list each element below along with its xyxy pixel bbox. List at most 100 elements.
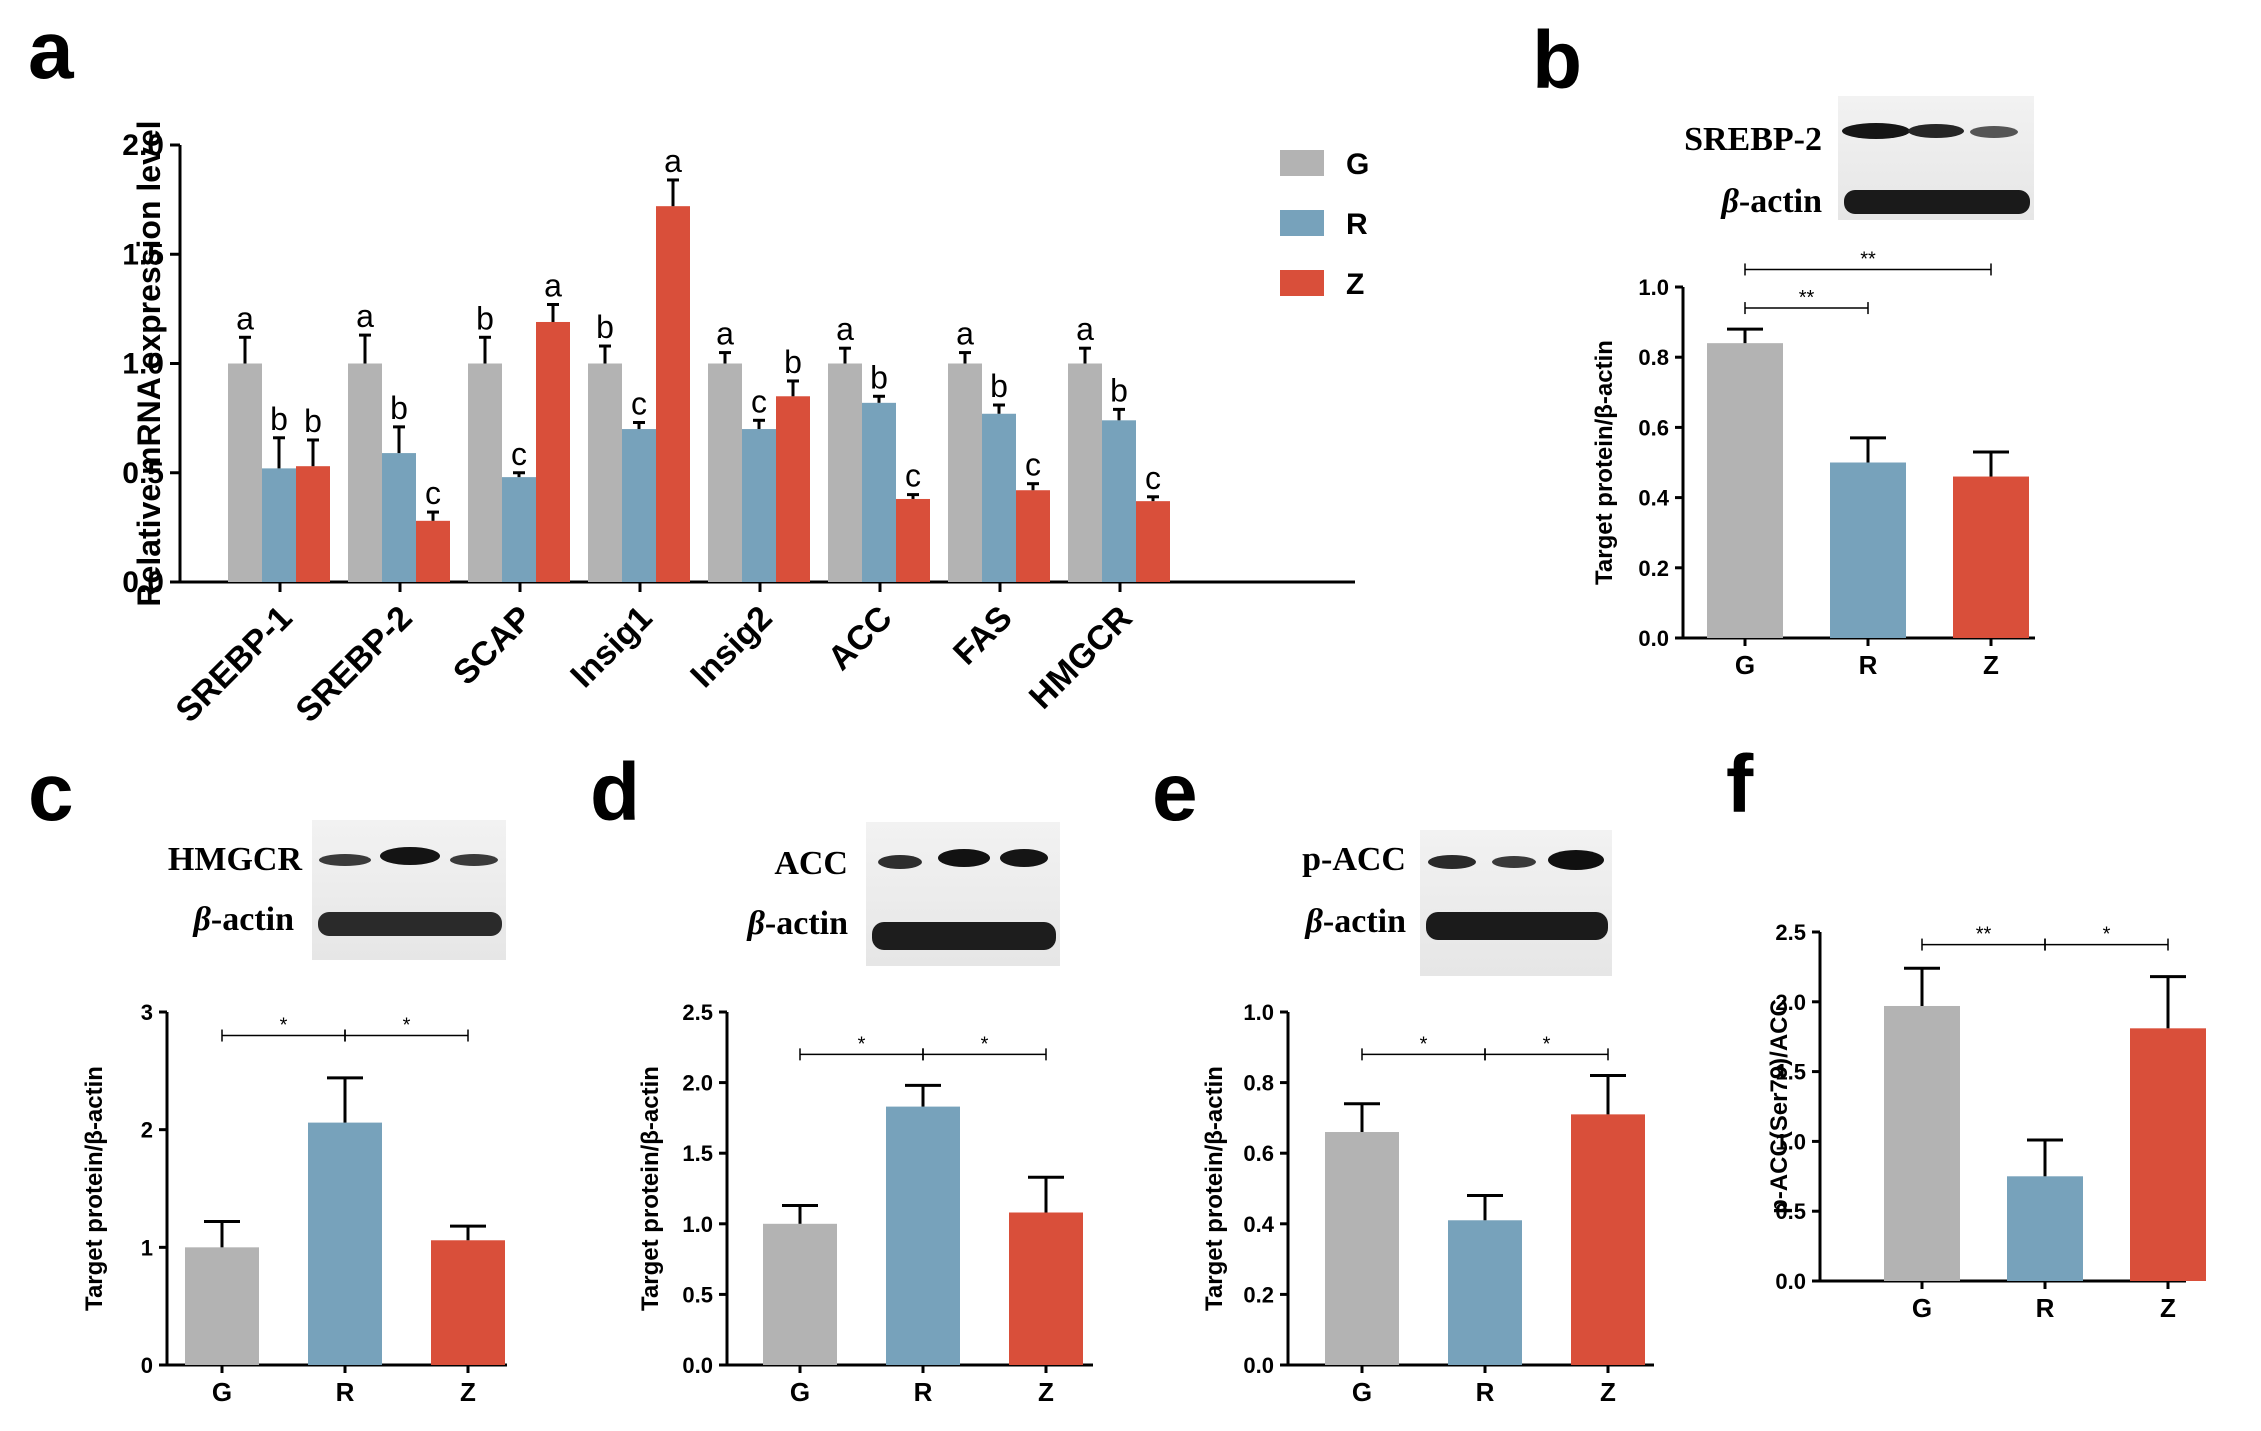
chart-c-significance-stars: *	[403, 1015, 411, 1037]
chart-d-ytick-label: 0.0	[682, 1353, 713, 1378]
blot-d-band-target-R	[938, 849, 990, 867]
chart-f-bar-R	[2007, 1176, 2083, 1281]
blot-d-ref-greek: β	[745, 905, 765, 942]
chart-a-significance-letter: a	[236, 300, 254, 336]
chart-a-ytick-label: 2.0	[122, 129, 164, 162]
chart-e-ytick-label: 0.2	[1243, 1282, 1274, 1307]
chart-a-significance-letter: b	[990, 368, 1008, 404]
chart-f-ytick-label: 2.5	[1775, 920, 1806, 945]
blot-c: HMGCR β-actin	[168, 820, 506, 960]
chart-f-significance-stars: *	[2103, 924, 2111, 946]
chart-f-significance-stars: **	[1976, 924, 1992, 946]
chart-a-significance-letter: c	[511, 436, 527, 472]
chart-d-ytick-label: 2.5	[682, 1000, 713, 1025]
chart-e-bar-R	[1448, 1220, 1522, 1365]
chart-c-bar-Z	[431, 1240, 505, 1365]
chart-d-bar-Z	[1009, 1212, 1083, 1365]
blot-e-band-target-G	[1428, 855, 1476, 869]
blot-b-band-target-R	[1908, 124, 1964, 138]
chart-f-ytick-label: 2.0	[1775, 990, 1806, 1015]
chart-c-y-axis-label: Target protein/β-actin	[81, 1066, 108, 1311]
chart-c-ytick-label: 1	[141, 1235, 153, 1260]
chart-f-ytick-label: 0.0	[1775, 1269, 1806, 1294]
blot-d-band-ref	[872, 922, 1056, 950]
chart-c-category-label: Z	[460, 1377, 476, 1407]
blot-d-ref-label: β-actin	[745, 905, 848, 942]
panel-letter-c: c	[28, 747, 74, 838]
chart-a-legend-label-G: G	[1346, 148, 1369, 181]
chart-a-category-label: SCAP	[446, 599, 540, 693]
blot-e-ref-greek: β	[1303, 903, 1323, 940]
blot-d-target-label: ACC	[774, 845, 848, 882]
chart-a-significance-letter: b	[270, 401, 288, 437]
chart-c-significance-stars: *	[280, 1015, 288, 1037]
chart-a-significance-letter: b	[304, 403, 322, 439]
chart-a-bar-Z-ACC	[896, 498, 930, 582]
chart-b-y-axis-label: Target protein/β-actin	[1591, 340, 1618, 585]
chart-a-bar-G-Insig1	[588, 363, 622, 582]
chart-c-ytick-label: 2	[141, 1118, 153, 1143]
chart-d-ytick-label: 2.0	[682, 1071, 713, 1096]
chart-a-significance-letter: b	[596, 309, 614, 345]
blot-c-ref-greek: β	[191, 901, 211, 938]
chart-a-significance-letter: c	[425, 475, 441, 511]
chart-b-ytick-label: 0.8	[1638, 345, 1669, 370]
chart-a-legend-swatch-Z	[1280, 270, 1324, 296]
chart-a-significance-letter: a	[836, 311, 854, 347]
blot-c-band-ref	[318, 912, 502, 936]
chart-f-ytick-label: 1.0	[1775, 1129, 1806, 1154]
blot-d-band-target-G	[878, 855, 922, 869]
chart-a-category-label: Insig1	[563, 599, 659, 695]
blot-e-band-target-Z	[1548, 850, 1604, 870]
blot-d-ref-text: -actin	[765, 905, 848, 942]
chart-b-ytick-label: 0.6	[1638, 415, 1669, 440]
chart-a-bar-Z-SREBP-1	[296, 466, 330, 582]
chart-d-ytick-label: 0.5	[682, 1282, 713, 1307]
blot-c-target-label: HMGCR	[168, 841, 303, 878]
chart-d-category-label: G	[790, 1377, 810, 1407]
chart-d-category-label: Z	[1038, 1377, 1054, 1407]
chart-b-ytick-label: 0.0	[1638, 626, 1669, 651]
chart-d-y-axis-label: Target protein/β-actin	[637, 1066, 664, 1311]
chart-a-significance-letter: c	[905, 458, 921, 494]
chart-a-bar-R-FAS	[982, 413, 1016, 582]
chart-d-significance-stars: *	[981, 1033, 989, 1055]
chart-e-ytick-label: 1.0	[1243, 1000, 1274, 1025]
chart-a-category-label: ACC	[821, 599, 900, 678]
chart-b-category-label: Z	[1983, 650, 1999, 680]
blot-e-band-target-R	[1492, 856, 1536, 868]
chart-a-bar-Z-HMGCR	[1136, 501, 1170, 582]
blot-c-ref-text: -actin	[211, 901, 294, 938]
chart-e-bar-G	[1325, 1132, 1399, 1365]
blot-c-ref-label: β-actin	[191, 901, 294, 938]
chart-f-bar-G	[1884, 1005, 1960, 1281]
chart-a-bar-G-HMGCR	[1068, 363, 1102, 582]
chart-a-significance-letter: b	[1110, 372, 1128, 408]
chart-a-significance-letter: a	[356, 298, 374, 334]
chart-a-category-label: SREBP-2	[289, 599, 420, 730]
chart-c-category-label: R	[336, 1377, 355, 1407]
chart-d: 0.0 0.5 1.0 1.5 2.0 2.5 Target protein/β-actin…	[637, 1000, 1093, 1407]
chart-b-significance-stars: **	[1860, 248, 1876, 270]
panel-letter-e: e	[1152, 747, 1198, 838]
panel-letter-a: a	[28, 5, 75, 96]
chart-b-category-label: R	[1859, 650, 1878, 680]
chart-a-significance-letter: a	[664, 143, 682, 179]
blot-e-ref-label: β-actin	[1303, 903, 1406, 940]
chart-a-significance-letter: a	[1076, 311, 1094, 347]
chart-b-ytick-label: 0.4	[1638, 486, 1669, 511]
chart-a-significance-letter: b	[870, 359, 888, 395]
chart-a-category-label: FAS	[946, 599, 1020, 673]
panel-letter-b: b	[1532, 15, 1582, 106]
chart-b-bar-Z	[1953, 476, 2029, 638]
panel-letter-d: d	[590, 747, 640, 838]
chart-a-bar-R-Insig2	[742, 429, 776, 582]
chart-b: 0.0 0.2 0.4 0.6 0.8 1.0 Target protein/β-actin…	[1591, 248, 2035, 680]
blot-b-target-label: SREBP-2	[1684, 121, 1822, 158]
chart-a-bar-G-SREBP-1	[228, 363, 262, 582]
chart-d-significance-stars: *	[858, 1033, 866, 1055]
chart-a-bar-Z-FAS	[1016, 490, 1050, 582]
chart-c-ytick-label: 0	[141, 1353, 153, 1378]
